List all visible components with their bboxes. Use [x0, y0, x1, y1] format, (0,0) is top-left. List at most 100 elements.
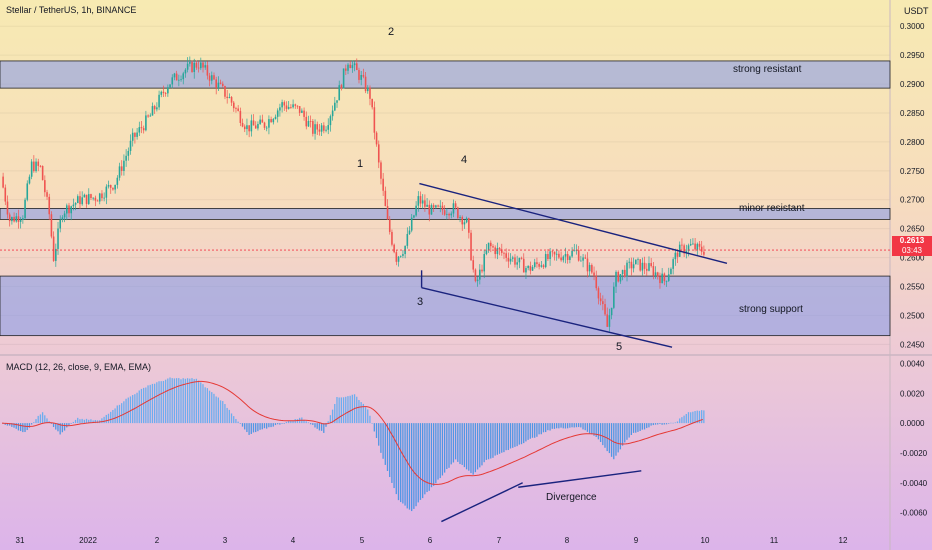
macd-histogram-bar: [659, 423, 661, 424]
candle-body: [637, 259, 639, 261]
candle-body: [178, 79, 180, 81]
drawings-layer[interactable]: 1 2 3 4 5 strong resistant minor resistant stro…: [357, 26, 805, 523]
candle-body: [479, 269, 481, 280]
candle-body: [538, 263, 540, 267]
candle-body: [683, 245, 685, 254]
candle-body: [39, 165, 42, 167]
candle-body: [200, 62, 202, 69]
macd-histogram-bar: [13, 423, 15, 428]
macd-histogram-bar: [340, 397, 343, 424]
macd-histogram-bar: [193, 379, 195, 424]
macd-histogram-bar: [250, 423, 252, 434]
candle-body: [312, 121, 314, 134]
candle-body: [290, 106, 292, 108]
candle-body: [167, 87, 169, 94]
macd-histogram-bar: [153, 383, 156, 424]
candle-body: [153, 106, 156, 110]
candle-body: [503, 252, 505, 254]
divergence-label: Divergence: [546, 492, 597, 503]
candle-body: [283, 102, 286, 106]
minor-resistant-label: minor resistant: [739, 203, 805, 214]
candle-body: [406, 233, 409, 246]
symbol-title[interactable]: Stellar / TetherUS, 1h, BINANCE: [6, 5, 137, 15]
candle-body: [621, 269, 624, 275]
macd-histogram-bar: [169, 377, 171, 424]
macd-histogram-bar: [121, 403, 123, 424]
macd-histogram-bar: [358, 400, 360, 424]
macd-histogram-bar: [439, 423, 441, 479]
macd-histogram-bar: [703, 410, 705, 424]
macd-histogram-bar: [327, 421, 329, 424]
candle-body: [632, 264, 635, 269]
wave-label-5: 5: [616, 341, 622, 353]
macd-histogram-bar: [123, 401, 125, 424]
candle-body: [571, 250, 573, 257]
macd-histogram-bar: [597, 423, 600, 440]
macd-histogram-bar: [494, 423, 496, 456]
candle-body: [19, 219, 22, 222]
macd-histogram-bar: [481, 423, 483, 466]
macd-histogram-bar: [608, 423, 611, 454]
candle-body: [413, 215, 415, 218]
macd-legend[interactable]: MACD (12, 26, close, 9, EMA, EMA): [6, 362, 152, 372]
candle-body: [384, 190, 387, 207]
macd-histogram-bar: [512, 423, 514, 448]
macd-histogram-bar: [274, 423, 277, 426]
candle-body: [635, 259, 637, 265]
macd-histogram-bar: [50, 423, 53, 424]
candle-body: [443, 210, 446, 215]
macd-histogram-bar: [195, 378, 198, 424]
macd-histogram-bar: [514, 423, 516, 447]
candle-body: [617, 271, 620, 282]
macd-histogram-bar: [226, 407, 228, 424]
candle-body: [303, 110, 305, 117]
candle-body: [298, 106, 301, 113]
candle-body: [59, 219, 62, 229]
macd-histogram-bar: [672, 422, 674, 424]
macd-histogram-bar: [540, 423, 542, 435]
candle-body: [109, 185, 112, 188]
macd-histogram-bar: [527, 423, 529, 440]
candle-body: [92, 197, 94, 199]
macd-histogram-bar: [373, 423, 375, 432]
candle-body: [22, 218, 24, 220]
candle-body: [211, 75, 213, 81]
macd-histogram-bar: [461, 423, 463, 465]
candle-body: [226, 96, 228, 98]
candle-body: [547, 254, 549, 260]
macd-histogram-bar: [138, 390, 140, 424]
candle-body: [694, 243, 696, 250]
price-axis-label: 0.2800: [900, 138, 925, 147]
macd-histogram-bar: [588, 423, 591, 434]
macd-histogram-bar: [156, 382, 158, 424]
candle-body: [566, 254, 569, 260]
macd-histogram-bar: [483, 423, 485, 463]
macd-histogram-bar: [676, 421, 679, 424]
candle-body: [496, 247, 499, 255]
candle-body: [452, 203, 455, 214]
macd-histogram-bar: [44, 415, 46, 424]
candle-body: [703, 251, 705, 255]
time-axis-label: 4: [291, 536, 296, 545]
macd-histogram-bar: [367, 409, 369, 424]
macd-histogram-bar: [235, 419, 237, 424]
macd-histogram-bar: [564, 423, 567, 429]
macd-histogram-bar: [129, 396, 132, 424]
macd-histogram-bar: [320, 423, 323, 431]
macd-histogram-bar: [41, 412, 44, 424]
macd-histogram-bar: [318, 423, 321, 431]
macd-histogram-bar: [632, 423, 635, 433]
candle-body: [28, 176, 31, 184]
candle-body: [388, 219, 391, 232]
candle-body: [120, 166, 123, 171]
candle-body: [30, 161, 33, 177]
candle-body: [281, 102, 283, 108]
macd-histogram-bar: [599, 423, 602, 443]
candle-body: [331, 110, 334, 117]
candle-body: [248, 125, 250, 132]
macd-histogram-bar: [476, 423, 479, 470]
macd-histogram-bar: [472, 423, 474, 475]
candle-body: [626, 262, 628, 277]
